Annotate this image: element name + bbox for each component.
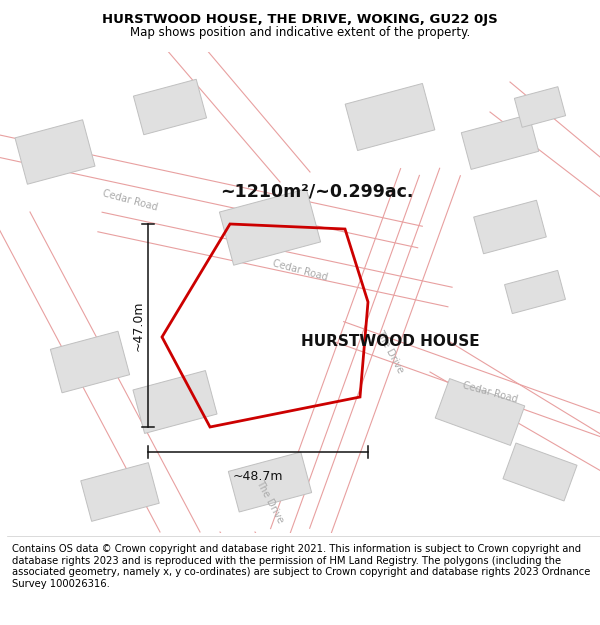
Polygon shape xyxy=(461,114,539,169)
Polygon shape xyxy=(50,331,130,392)
Text: Cedar Road: Cedar Road xyxy=(271,258,329,282)
Polygon shape xyxy=(503,443,577,501)
Text: Cedar Road: Cedar Road xyxy=(461,380,518,404)
Text: ~47.0m: ~47.0m xyxy=(131,300,145,351)
Polygon shape xyxy=(229,452,311,512)
Text: Contains OS data © Crown copyright and database right 2021. This information is : Contains OS data © Crown copyright and d… xyxy=(12,544,590,589)
Polygon shape xyxy=(133,79,206,135)
Polygon shape xyxy=(81,462,159,521)
Polygon shape xyxy=(133,371,217,434)
Text: Cedar Road: Cedar Road xyxy=(101,188,158,212)
Polygon shape xyxy=(345,84,435,151)
Polygon shape xyxy=(15,120,95,184)
Polygon shape xyxy=(514,87,566,128)
Polygon shape xyxy=(505,271,565,314)
Text: ~1210m²/~0.299ac.: ~1210m²/~0.299ac. xyxy=(220,183,413,201)
Text: ~48.7m: ~48.7m xyxy=(233,470,283,483)
Polygon shape xyxy=(220,189,320,265)
Polygon shape xyxy=(473,200,547,254)
Polygon shape xyxy=(435,379,525,446)
Text: HURSTWOOD HOUSE, THE DRIVE, WOKING, GU22 0JS: HURSTWOOD HOUSE, THE DRIVE, WOKING, GU22… xyxy=(102,13,498,26)
Text: Map shows position and indicative extent of the property.: Map shows position and indicative extent… xyxy=(130,26,470,39)
Text: HURSTWOOD HOUSE: HURSTWOOD HOUSE xyxy=(301,334,479,349)
Text: The Drive: The Drive xyxy=(254,479,286,525)
Text: The Drive: The Drive xyxy=(374,329,406,375)
